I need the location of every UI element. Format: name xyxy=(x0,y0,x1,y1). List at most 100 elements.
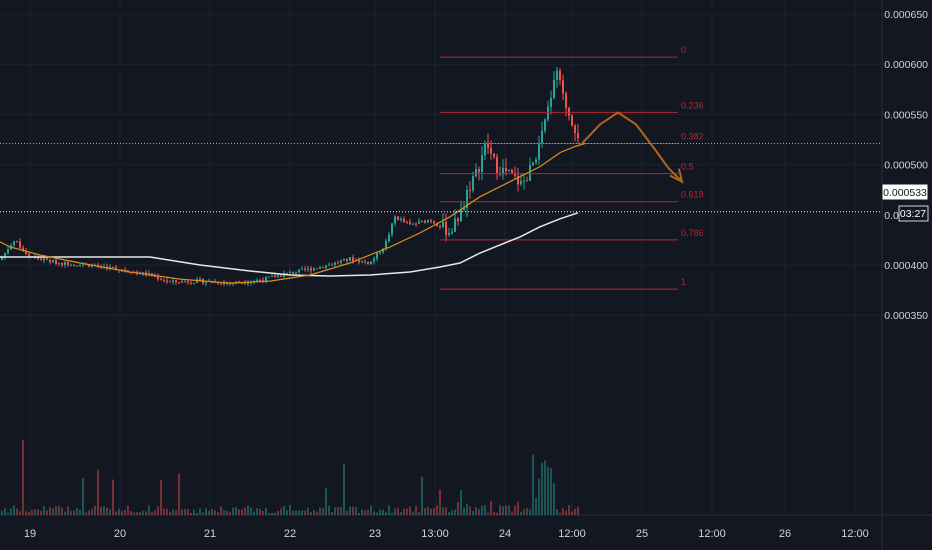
candle-body xyxy=(199,279,201,281)
volume-bar xyxy=(286,510,288,515)
volume-bar xyxy=(556,508,558,515)
volume-bar xyxy=(43,506,45,515)
volume-bar xyxy=(121,511,123,515)
candle-body xyxy=(481,155,483,173)
volume-bar xyxy=(349,506,351,515)
x-tick-label: 12:00 xyxy=(698,528,726,540)
volume-bar xyxy=(97,469,99,515)
volume-bar xyxy=(370,505,372,515)
volume-bar xyxy=(520,511,522,515)
volume-bar xyxy=(475,506,477,515)
volume-bar xyxy=(550,468,552,515)
volume-bar xyxy=(316,511,318,515)
candle-body xyxy=(382,248,384,253)
volume-bar xyxy=(262,511,264,515)
volume-bar xyxy=(1,511,3,515)
volume-bar xyxy=(175,510,177,515)
fib-level-label: 0.236 xyxy=(681,100,704,110)
volume-bar xyxy=(70,510,72,515)
candle-body xyxy=(310,268,312,271)
volume-bar xyxy=(514,505,516,515)
candle-body xyxy=(469,189,471,191)
forecast-arrow-path xyxy=(581,111,683,183)
candle-body xyxy=(70,265,72,267)
candle-body xyxy=(472,176,474,191)
volume-bar xyxy=(259,508,261,515)
volume-bar xyxy=(355,507,357,515)
candle-body xyxy=(367,261,369,265)
volume-bar xyxy=(469,506,471,515)
candle-body xyxy=(283,273,285,277)
volume-bar xyxy=(7,512,9,515)
candle-body xyxy=(160,279,162,281)
fib-level-label: 0.618 xyxy=(681,190,704,200)
horizontal-lines[interactable] xyxy=(0,143,882,213)
forecast-arrow-head xyxy=(669,168,684,184)
candle-body xyxy=(271,275,273,277)
volume-bar xyxy=(385,512,387,515)
volume-bar xyxy=(493,511,495,515)
volume-bar xyxy=(91,508,93,515)
candle-body xyxy=(538,143,540,160)
candle-body xyxy=(247,282,249,284)
candle-body xyxy=(232,283,234,285)
candle-body xyxy=(286,272,288,274)
fast-moving-average-line xyxy=(0,142,586,284)
candle-body xyxy=(484,142,486,156)
volume-bar xyxy=(82,478,84,515)
volume-bar xyxy=(103,506,105,515)
volume-bar xyxy=(76,508,78,515)
candle-body xyxy=(304,268,306,270)
volume-bar xyxy=(562,508,564,515)
volume-bar xyxy=(379,509,381,515)
candle-body xyxy=(391,223,393,235)
candle-body xyxy=(412,223,414,225)
time-axis[interactable]: 19 20 21 22 23 13:00 24 12:00 25 12:00 26 12:00 xyxy=(24,528,869,540)
volume-bar xyxy=(145,511,147,515)
candle-body xyxy=(529,165,531,181)
candle-body xyxy=(373,258,375,262)
y-tick-label: 0.000600 xyxy=(884,59,928,71)
volume-bar xyxy=(133,512,135,515)
volume-bar xyxy=(325,488,327,515)
candle-body xyxy=(220,283,222,285)
forecast-arrow[interactable] xyxy=(581,111,684,184)
candle-body xyxy=(274,275,276,278)
volume-bar xyxy=(199,508,201,515)
candle-body xyxy=(475,169,477,177)
candle-body xyxy=(22,247,24,251)
volume-bar xyxy=(178,473,180,515)
volume-bar xyxy=(142,510,144,515)
volume-bar xyxy=(16,508,18,515)
volume-bar xyxy=(271,512,273,515)
candle-body xyxy=(550,97,552,107)
x-tick-label: 25 xyxy=(636,528,648,540)
volume-bar xyxy=(10,508,12,515)
candle-body xyxy=(532,162,534,166)
volume-bar xyxy=(214,510,216,515)
volume-bar xyxy=(568,505,570,515)
candle-body xyxy=(277,275,279,278)
candle-body xyxy=(463,207,465,210)
candle-body xyxy=(190,282,192,284)
candle-body xyxy=(37,257,39,259)
price-axis[interactable]: 0.0006500.0006000.0005500.0005000.000450… xyxy=(884,9,928,322)
volume-bar xyxy=(367,509,369,515)
candle-body xyxy=(175,280,177,283)
volume-bar xyxy=(253,511,255,515)
candle-body xyxy=(259,280,261,282)
volume-bar xyxy=(430,508,432,515)
candle-body xyxy=(547,106,549,120)
volume-bar xyxy=(544,460,546,515)
volume-bar xyxy=(112,479,114,515)
candle-body xyxy=(559,70,561,81)
candle-body xyxy=(427,220,429,223)
volume-bar xyxy=(481,505,483,515)
candle-body xyxy=(544,119,546,131)
volume-bar xyxy=(181,509,183,515)
volume-bar xyxy=(163,508,165,515)
fib-level-label: 1 xyxy=(681,277,686,287)
x-tick-label: 24 xyxy=(499,528,511,540)
candle-body xyxy=(523,180,525,182)
